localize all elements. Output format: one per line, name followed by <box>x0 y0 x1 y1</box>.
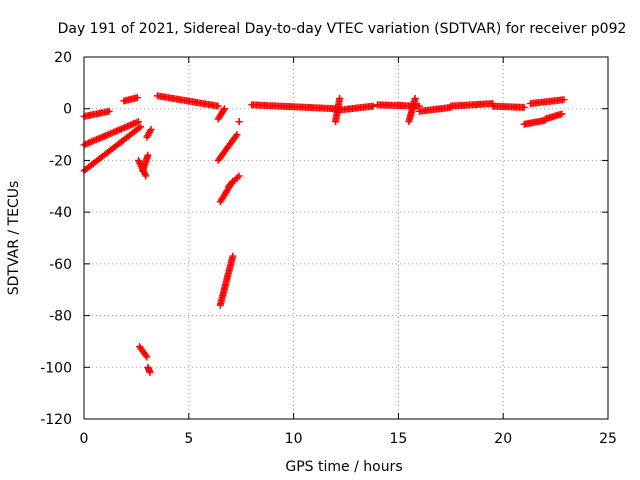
data-point <box>233 131 241 139</box>
y-tick-label: -100 <box>40 360 72 376</box>
data-point <box>336 94 344 102</box>
x-tick-label: 20 <box>494 431 512 447</box>
x-tick-label: 5 <box>184 431 193 447</box>
data-point <box>137 123 145 131</box>
y-tick-label: -120 <box>40 412 72 428</box>
data-point <box>141 170 149 178</box>
data-point <box>220 105 228 113</box>
y-tick-label: -40 <box>49 205 72 221</box>
x-tick-label: 10 <box>285 431 303 447</box>
data-point <box>147 125 155 133</box>
data-point <box>411 94 419 102</box>
data-point <box>146 368 154 376</box>
x-axis-label: GPS time / hours <box>285 459 402 475</box>
data-point <box>229 252 237 260</box>
data-point <box>135 124 143 132</box>
data-point <box>235 172 243 180</box>
data-point <box>143 353 151 361</box>
y-axis-label: SDTVAR / TECUs <box>6 181 22 296</box>
data-point <box>369 102 377 110</box>
x-tick-label: 0 <box>80 431 89 447</box>
data-point <box>134 118 142 126</box>
data-point <box>133 94 141 102</box>
data-point <box>220 106 228 114</box>
data-point <box>560 96 568 104</box>
data-point <box>232 132 240 140</box>
x-tick-label: 25 <box>599 431 617 447</box>
data-point <box>142 351 150 359</box>
y-tick-label: -80 <box>49 309 72 325</box>
data-point <box>134 156 142 164</box>
data-point <box>520 103 528 111</box>
y-tick-label: -60 <box>49 257 72 273</box>
data-point <box>135 158 143 166</box>
data-point <box>144 151 152 159</box>
chart-title: Day 191 of 2021, Sidereal Day-to-day VTE… <box>58 21 627 37</box>
data-point <box>214 102 222 110</box>
data-point <box>234 173 242 181</box>
data-point <box>105 107 113 115</box>
axis-ticks: 0 5 10 15 20 25 -120 -100 -80 -60 -40 -20 0 20 <box>40 50 617 447</box>
y-tick-label: 0 <box>63 102 72 118</box>
y-tick-label: 20 <box>54 50 72 66</box>
y-tick-label: -20 <box>49 153 72 169</box>
data-point <box>142 172 150 180</box>
plot-frame <box>83 56 609 420</box>
data-point <box>235 118 243 126</box>
x-tick-label: 15 <box>389 431 407 447</box>
data-points <box>80 92 568 376</box>
data-point <box>146 127 154 135</box>
data-point <box>558 110 566 118</box>
